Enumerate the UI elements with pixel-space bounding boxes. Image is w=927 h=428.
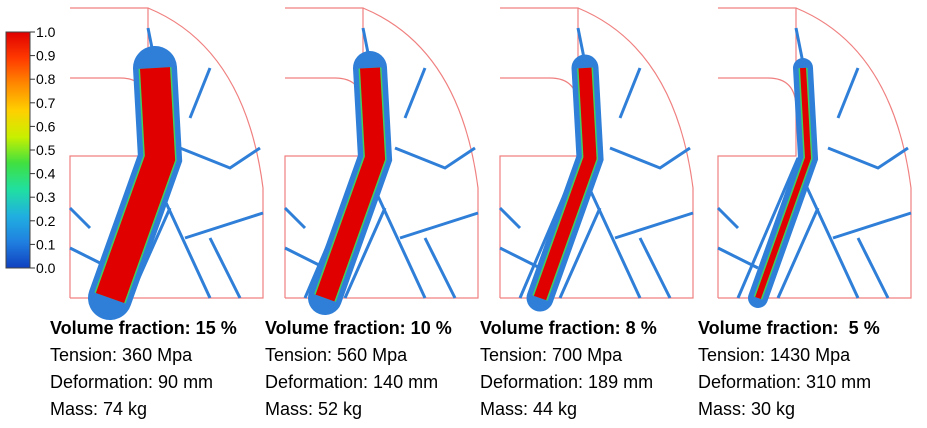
- caption-line: Tension: 700 Mpa: [480, 345, 623, 365]
- colorbar-tick-label: 0.4: [36, 166, 56, 182]
- caption: Volume fraction: 8 % Tension: 700 Mpa Defo…: [480, 315, 657, 423]
- caption-title: Volume fraction: 10 %: [265, 318, 452, 338]
- member: [717, 246, 759, 270]
- member: [638, 237, 672, 299]
- member: [856, 237, 890, 299]
- structure-panel: [716, 7, 912, 308]
- caption-line: Tension: 1430 Mpa: [698, 345, 851, 365]
- colorbar: [5, 31, 31, 269]
- member: [284, 246, 326, 270]
- member: [188, 67, 212, 119]
- colorbar-tick-label: 0.8: [36, 71, 56, 87]
- member-solid: [315, 67, 386, 302]
- caption-line: Mass: 74 kg: [50, 399, 148, 419]
- member: [736, 157, 800, 299]
- colorbar-tick-label: 0.1: [36, 236, 56, 252]
- caption-line: Mass: 30 kg: [698, 399, 796, 419]
- member: [208, 237, 242, 299]
- colorbar-tick-label: 0.2: [36, 213, 56, 229]
- structure-panel: [283, 7, 479, 315]
- colorbar-tick-label: 0.9: [36, 48, 56, 64]
- colorbar-tick-label: 0.7: [36, 95, 56, 111]
- caption-line: Deformation: 140 mm: [265, 372, 439, 392]
- member: [394, 146, 476, 170]
- member-solid: [533, 67, 597, 301]
- member: [776, 207, 820, 299]
- colorbar-tick-label: 0.3: [36, 189, 56, 205]
- caption-line: Tension: 560 Mpa: [265, 345, 408, 365]
- member: [179, 146, 261, 170]
- member: [283, 206, 307, 230]
- member: [716, 206, 740, 230]
- member: [423, 237, 457, 299]
- member: [403, 67, 427, 119]
- member: [796, 167, 860, 299]
- member: [498, 206, 522, 230]
- structure-panel: [498, 7, 694, 312]
- caption-title: Volume fraction: 8 %: [480, 318, 657, 338]
- member: [832, 211, 912, 240]
- member: [558, 207, 602, 299]
- caption-line: Mass: 52 kg: [265, 399, 363, 419]
- caption-line: Deformation: 189 mm: [480, 372, 654, 392]
- caption-title: Volume fraction: 15 %: [50, 318, 237, 338]
- member: [614, 211, 694, 240]
- member-solid: [755, 67, 812, 300]
- caption-title: Volume fraction: 5 %: [698, 318, 880, 338]
- caption: Volume fraction: 10 % Tension: 560 Mpa Def…: [265, 315, 452, 423]
- caption-line: Tension: 360 Mpa: [50, 345, 193, 365]
- structure-panel: [68, 7, 264, 320]
- member-solid: [95, 67, 176, 304]
- member: [827, 146, 909, 170]
- colorbar-tick-label: 0.0: [36, 260, 56, 276]
- caption: Volume fraction: 15 % Tension: 360 Mpa Def…: [50, 315, 237, 423]
- member: [68, 206, 92, 230]
- caption-line: Mass: 44 kg: [480, 399, 578, 419]
- colorbar-tick-label: 0.5: [36, 142, 56, 158]
- colorbar-tick-label: 0.6: [36, 118, 56, 134]
- member: [609, 146, 691, 170]
- caption: Volume fraction: 5 % Tension: 1430 Mpa Def…: [698, 315, 880, 423]
- colorbar-tick-label: 1.0: [36, 24, 56, 40]
- caption-line: Deformation: 90 mm: [50, 372, 214, 392]
- member: [618, 67, 642, 119]
- member: [836, 67, 860, 119]
- member: [399, 211, 479, 240]
- caption-line: Deformation: 310 mm: [698, 372, 872, 392]
- member: [184, 211, 264, 240]
- member: [343, 207, 387, 299]
- member: [499, 246, 541, 270]
